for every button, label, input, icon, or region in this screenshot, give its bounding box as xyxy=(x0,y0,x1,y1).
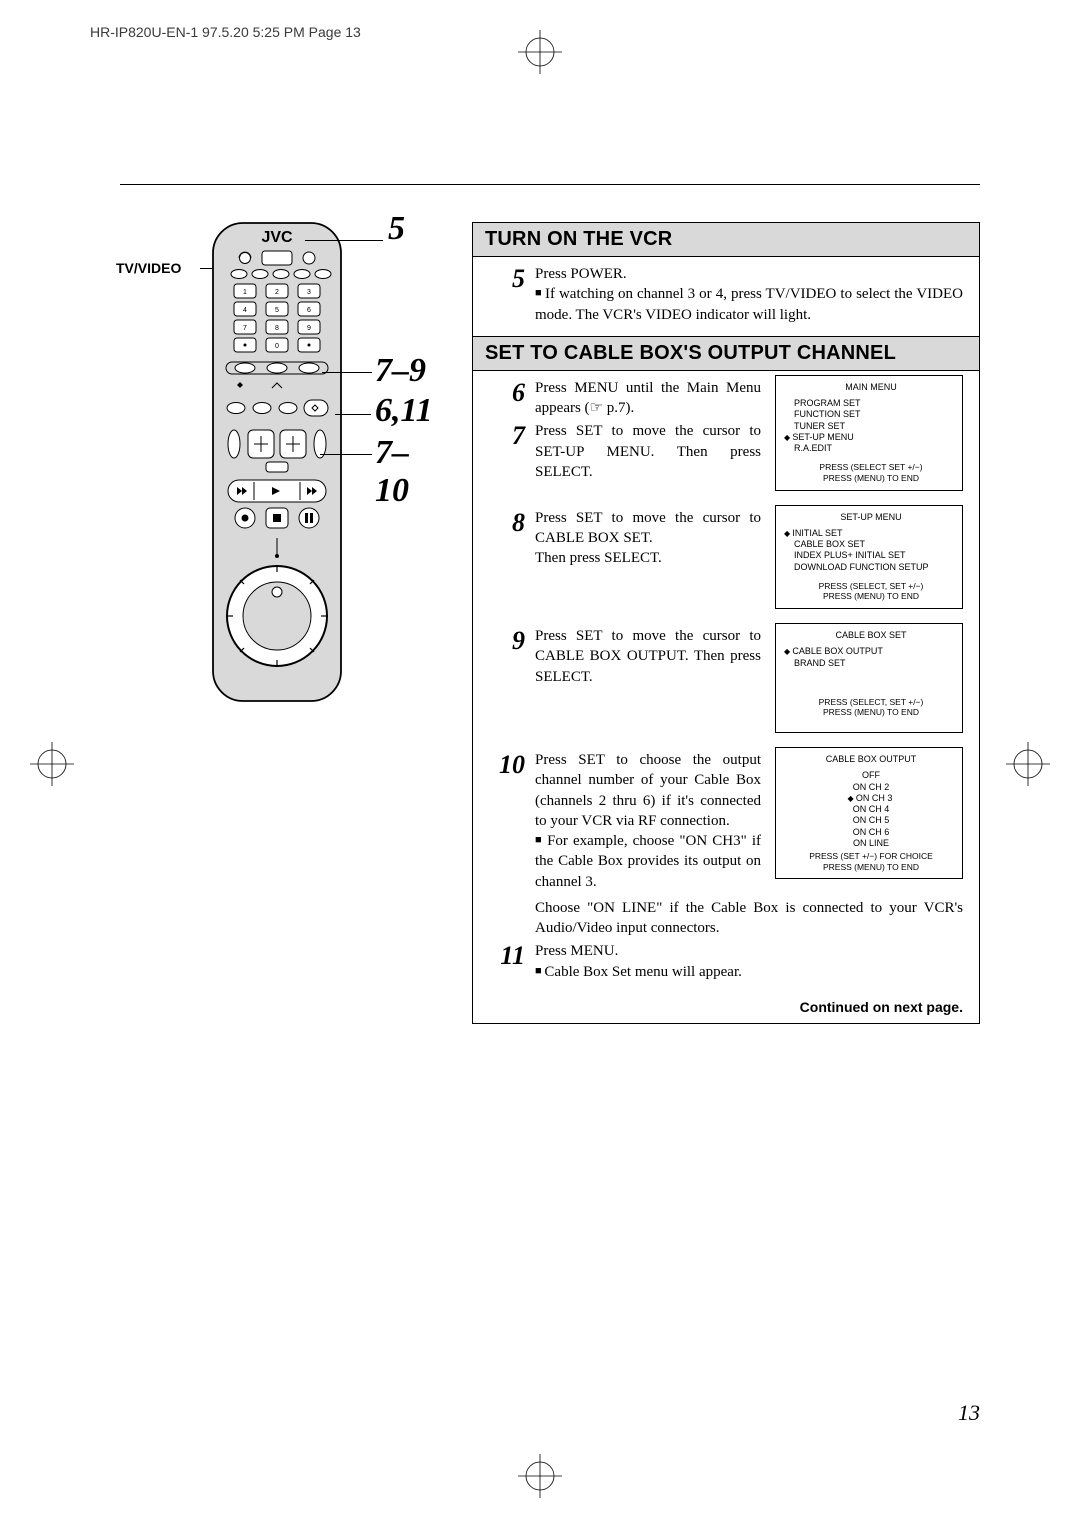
svg-text:5: 5 xyxy=(275,307,279,314)
callout-7-10-line xyxy=(320,454,372,455)
svg-text:7: 7 xyxy=(243,325,247,332)
main-menu-foot1: PRESS (SELECT SET +/−) xyxy=(786,462,956,473)
step-5: 5 Press POWER. If watching on channel 3 … xyxy=(489,264,963,325)
crop-mark-right xyxy=(1004,740,1052,788)
step-5-text-b: If watching on channel 3 or 4, press TV/… xyxy=(535,284,963,325)
step-5-number: 5 xyxy=(489,264,525,292)
setup-menu-item-3: INDEX PLUS+ INITIAL SET xyxy=(786,550,956,561)
callout-6-11-line xyxy=(335,414,371,415)
step-8-text-a: Press SET to move the cursor to CABLE BO… xyxy=(535,510,761,546)
cablebox-output-off: OFF xyxy=(786,770,956,781)
callout-7-9: 7–9 xyxy=(375,352,426,390)
section-set-cable-box: SET TO CABLE BOX'S OUTPUT CHANNEL xyxy=(473,336,979,371)
setup-menu-title: SET-UP MENU xyxy=(786,512,956,523)
step-11: 11 Press MENU. Cable Box Set menu will a… xyxy=(489,941,963,982)
callout-6-11: 6,11 xyxy=(375,392,433,430)
main-menu-box: MAIN MENU PROGRAM SET FUNCTION SET TUNER… xyxy=(775,375,963,491)
callout-7-10: 7–10 xyxy=(375,434,440,510)
svg-text:9: 9 xyxy=(307,325,311,332)
cablebox-output-foot2: PRESS (MENU) TO END xyxy=(786,862,956,873)
cablebox-output-ch4: ON CH 4 xyxy=(786,804,956,815)
main-menu-item-4: SET-UP MENU xyxy=(786,432,956,443)
callout-5-line xyxy=(305,240,383,241)
svg-text:8: 8 xyxy=(275,325,279,332)
step-7: 7 Press SET to move the cursor to SET-UP… xyxy=(489,421,761,482)
cablebox-output-ch6: ON CH 6 xyxy=(786,827,956,838)
remote-column: TV/VIDEO JVC 1 2 3 4 5 xyxy=(120,222,440,1024)
step-6-number: 6 xyxy=(489,378,525,406)
setup-menu-foot2: PRESS (MENU) TO END xyxy=(786,591,956,602)
crop-mark-bottom xyxy=(516,1452,564,1500)
cablebox-output-foot1: PRESS (SET +/−) FOR CHOICE xyxy=(786,851,956,862)
cablebox-output-ch3: ON CH 3 xyxy=(786,793,956,804)
cablebox-output-ch5: ON CH 5 xyxy=(786,815,956,826)
main-menu-item-1: PROGRAM SET xyxy=(786,398,956,409)
setup-menu-item-2: CABLE BOX SET xyxy=(786,539,956,550)
step-8-number: 8 xyxy=(489,508,525,536)
callout-5: 5 xyxy=(388,210,405,248)
cablebox-output-title: CABLE BOX OUTPUT xyxy=(786,754,956,765)
setup-menu-box: SET-UP MENU INITIAL SET CABLE BOX SET IN… xyxy=(775,505,963,610)
step-10-text-a: Press SET to choose the output channel n… xyxy=(535,750,761,831)
cablebox-set-foot1: PRESS (SELECT, SET +/−) xyxy=(786,697,956,708)
instructions-column: TURN ON THE VCR 5 Press POWER. If watchi… xyxy=(472,222,980,1024)
page-number: 13 xyxy=(958,1400,980,1426)
cablebox-output-menu-box: CABLE BOX OUTPUT OFF ON CH 2 ON CH 3 ON … xyxy=(775,747,963,879)
svg-text:4: 4 xyxy=(243,307,247,314)
setup-menu-foot1: PRESS (SELECT, SET +/−) xyxy=(786,581,956,592)
cablebox-output-ch2: ON CH 2 xyxy=(786,782,956,793)
step-9-number: 9 xyxy=(489,626,525,654)
setup-menu-item-1: INITIAL SET xyxy=(786,528,956,539)
main-menu-item-3: TUNER SET xyxy=(786,421,956,432)
step-10-bullet-2: Choose "ON LINE" if the Cable Box is con… xyxy=(535,898,963,939)
main-menu-item-5: R.A.EDIT xyxy=(786,443,956,454)
cablebox-set-menu-box: CABLE BOX SET CABLE BOX OUTPUT BRAND SET… xyxy=(775,623,963,733)
step-10-bullet-1: For example, choose "ON CH3" if the Cabl… xyxy=(535,831,761,892)
step-11-number: 11 xyxy=(489,941,525,969)
step-8: 8 Press SET to move the cursor to CABLE … xyxy=(489,508,761,569)
svg-text:3: 3 xyxy=(307,289,311,296)
callout-7-9-line xyxy=(322,372,372,373)
top-rule xyxy=(120,184,980,185)
cablebox-set-item-1: CABLE BOX OUTPUT xyxy=(786,646,956,657)
step-5-text-a: Press POWER. xyxy=(535,264,963,284)
step-7-text: Press SET to move the cursor to SET-UP M… xyxy=(535,421,761,482)
tvvideo-label: TV/VIDEO xyxy=(116,260,181,276)
step-11-text-a: Press MENU. xyxy=(535,941,963,961)
cablebox-output-online: ON LINE xyxy=(786,838,956,849)
step-6-text: Press MENU until the Main Menu appears (… xyxy=(535,378,761,419)
continued-label: Continued on next page. xyxy=(473,993,979,1023)
step-10-number: 10 xyxy=(489,750,525,778)
main-menu-title: MAIN MENU xyxy=(786,382,956,393)
step-7-number: 7 xyxy=(489,421,525,449)
svg-text:6: 6 xyxy=(307,307,311,314)
setup-menu-item-4: DOWNLOAD FUNCTION SETUP xyxy=(786,562,956,573)
section-turn-on-vcr: TURN ON THE VCR xyxy=(473,222,979,257)
print-header: HR-IP820U-EN-1 97.5.20 5:25 PM Page 13 xyxy=(90,24,361,40)
cablebox-set-foot2: PRESS (MENU) TO END xyxy=(786,707,956,718)
step-10: 10 Press SET to choose the output channe… xyxy=(489,750,761,892)
remote-brand: JVC xyxy=(261,229,293,246)
step-9-text: Press SET to move the cursor to CABLE BO… xyxy=(535,626,761,687)
svg-text:0: 0 xyxy=(275,343,279,350)
cablebox-set-item-2: BRAND SET xyxy=(786,658,956,669)
svg-text:1: 1 xyxy=(243,289,247,296)
step-9: 9 Press SET to move the cursor to CABLE … xyxy=(489,626,761,687)
page-content: TV/VIDEO JVC 1 2 3 4 5 xyxy=(120,222,980,1024)
crop-mark-top xyxy=(516,28,564,76)
main-menu-foot2: PRESS (MENU) TO END xyxy=(786,473,956,484)
crop-mark-left xyxy=(28,740,76,788)
cablebox-set-title: CABLE BOX SET xyxy=(786,630,956,641)
remote-illustration: JVC 1 2 3 4 5 6 7 8 9 xyxy=(212,222,342,702)
step-11-text-b: Cable Box Set menu will appear. xyxy=(535,962,963,982)
svg-text:2: 2 xyxy=(275,289,279,296)
step-6: 6 Press MENU until the Main Menu appears… xyxy=(489,378,761,419)
main-menu-item-2: FUNCTION SET xyxy=(786,409,956,420)
step-8-text-b: Then press SELECT. xyxy=(535,550,662,566)
